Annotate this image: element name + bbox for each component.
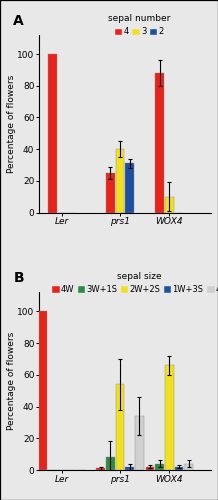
Bar <box>39 312 47 470</box>
Bar <box>184 464 193 470</box>
Bar <box>175 467 183 470</box>
Bar <box>165 366 174 470</box>
Y-axis label: Percentage of flowers: Percentage of flowers <box>7 332 16 430</box>
Bar <box>126 467 134 470</box>
Text: B: B <box>14 271 24 285</box>
Bar <box>48 54 57 212</box>
Bar <box>116 149 124 212</box>
Bar <box>126 164 134 212</box>
Bar <box>106 173 115 212</box>
Bar <box>106 458 115 470</box>
Bar <box>155 73 164 212</box>
Bar <box>155 464 164 470</box>
Bar <box>146 467 154 470</box>
Bar <box>135 416 144 470</box>
Y-axis label: Percentage of flowers: Percentage of flowers <box>7 74 16 173</box>
Bar <box>165 196 174 212</box>
Bar <box>97 468 105 470</box>
Legend: 4W, 3W+1S, 2W+2S, 1W+3S, 4S: 4W, 3W+1S, 2W+2S, 1W+3S, 4S <box>52 272 218 294</box>
Text: A: A <box>14 14 24 28</box>
Legend: 4, 3, 2: 4, 3, 2 <box>108 14 170 36</box>
Bar <box>116 384 124 470</box>
